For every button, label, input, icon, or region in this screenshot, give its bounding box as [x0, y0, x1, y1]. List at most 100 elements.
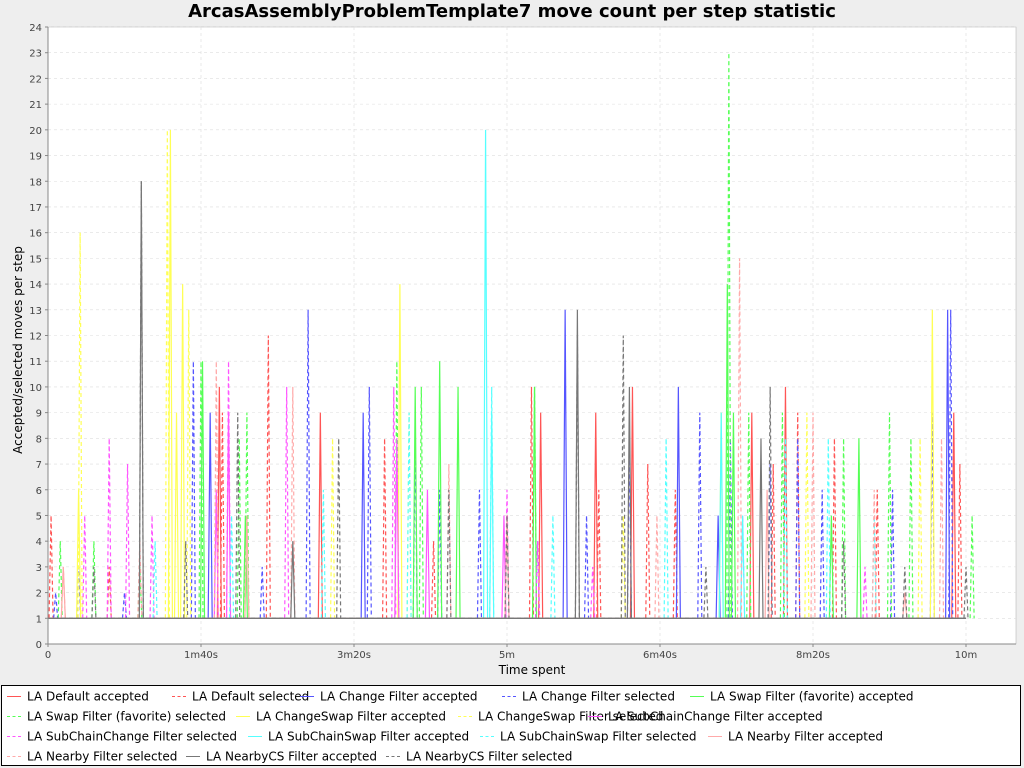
- spike-mark: [57, 541, 63, 619]
- legend-item: LA Default accepted: [7, 686, 149, 706]
- spike-mark: [476, 489, 483, 619]
- spike-mark: [902, 566, 908, 619]
- y-tick-label: 20: [29, 126, 42, 137]
- legend-item: LA NearbyCS Filter accepted: [186, 746, 377, 766]
- legend-item: LA Nearby Filter accepted: [708, 726, 883, 746]
- spike-mark: [795, 438, 801, 619]
- y-tick-label: 15: [29, 254, 42, 265]
- y-tick-label: 5: [36, 511, 42, 522]
- spike-mark: [831, 438, 838, 619]
- legend-label: LA Default accepted: [27, 689, 149, 704]
- legend-item: LA Swap Filter (favorite) selected: [7, 706, 226, 726]
- spike-mark: [229, 515, 235, 619]
- spike-mark: [124, 464, 131, 619]
- legend-item: LA SubChainSwap Filter accepted: [248, 726, 469, 746]
- legend-label: LA SubChainChange Filter selected: [27, 729, 238, 744]
- spike-mark: [969, 515, 975, 619]
- y-tick-label: 9: [36, 409, 42, 420]
- grid-lines: [47, 26, 1016, 645]
- spike-mark: [360, 412, 366, 619]
- spike-mark: [91, 566, 97, 619]
- spike-mark: [265, 335, 271, 619]
- legend-item: LA SubChainSwap Filter selected: [480, 726, 697, 746]
- y-tick-label: 1: [36, 614, 42, 625]
- spike-mark: [242, 515, 248, 619]
- spike-mark: [138, 181, 144, 619]
- legend-swatch: [708, 736, 722, 737]
- spike-mark: [190, 361, 196, 619]
- y-tick-label: 10: [29, 383, 42, 394]
- spike-mark: [152, 541, 158, 619]
- y-tick-label: 2: [36, 589, 42, 600]
- x-tick-label: 0: [45, 650, 51, 661]
- legend-label: LA NearbyCS Filter selected: [406, 749, 573, 764]
- spike-mark: [406, 412, 412, 619]
- legend-label: LA Nearby Filter selected: [27, 749, 178, 764]
- spike-mark: [740, 515, 746, 619]
- spike-mark: [718, 412, 724, 619]
- y-tick-label: 13: [29, 306, 42, 317]
- spike-mark: [531, 386, 538, 619]
- spike-mark: [782, 438, 789, 619]
- x-tick-label: 6m40s: [643, 650, 677, 661]
- spike-mark: [366, 386, 372, 619]
- spike-mark: [620, 335, 626, 619]
- legend-label: LA Swap Filter (favorite) selected: [27, 709, 226, 724]
- spike-mark: [645, 464, 651, 619]
- plot-area: 0123456789101112131415161718192021222324…: [11, 23, 1017, 677]
- y-tick-label: 11: [29, 357, 42, 368]
- spike-mark: [235, 412, 241, 619]
- spike-mark: [430, 541, 437, 619]
- y-tick-label: 24: [29, 23, 42, 34]
- y-tick-label: 0: [36, 640, 42, 651]
- legend-label: LA Nearby Filter accepted: [728, 729, 883, 744]
- legend-label: LA SubChainChange Filter accepted: [608, 709, 823, 724]
- spike-mark: [213, 361, 219, 619]
- legend-label: LA ChangeSwap Filter accepted: [256, 709, 446, 724]
- legend-label: LA Default selected: [192, 689, 310, 704]
- series-lines: [48, 52, 975, 619]
- spike-mark: [871, 489, 877, 619]
- spike-mark: [149, 515, 155, 619]
- spike-mark: [929, 412, 935, 619]
- y-tick-label: 12: [29, 332, 42, 343]
- y-tick-label: 4: [36, 537, 42, 548]
- legend-swatch: [186, 756, 200, 757]
- x-tick-label: 3m20s: [337, 650, 371, 661]
- legend-swatch: [588, 716, 602, 717]
- legend-item: LA Change Filter accepted: [300, 686, 478, 706]
- spike-mark: [654, 515, 660, 619]
- legend-label: LA NearbyCS Filter accepted: [206, 749, 377, 764]
- spike-mark: [48, 515, 54, 619]
- legend-label: LA Change Filter accepted: [320, 689, 478, 704]
- spike-mark: [825, 438, 831, 619]
- spike-mark: [183, 541, 189, 619]
- spike-mark: [886, 412, 893, 619]
- spike-mark: [626, 386, 633, 619]
- spike-mark: [889, 489, 896, 619]
- spike-mark: [397, 284, 403, 619]
- spike-mark: [596, 489, 602, 619]
- spike-mark: [320, 489, 326, 619]
- spike-mark: [317, 412, 323, 619]
- legend-item: LA Default selected: [172, 686, 309, 706]
- y-tick-label: 17: [29, 203, 42, 214]
- spike-mark: [862, 566, 868, 619]
- spike-mark: [810, 412, 816, 619]
- legend-label: LA Change Filter selected: [522, 689, 675, 704]
- spike-mark: [795, 412, 801, 619]
- spike-mark: [749, 412, 755, 619]
- chart-title: ArcasAssemblyProblemTemplate7 move count…: [188, 1, 836, 22]
- spike-mark: [412, 386, 418, 619]
- spike-mark: [382, 438, 388, 619]
- spike-mark: [284, 386, 290, 619]
- spike-mark: [437, 361, 443, 619]
- legend-label: LA ChangeSwap Filter selected: [478, 709, 664, 724]
- legend: LA Default accepted LA Default selected LA…: [1, 685, 1021, 766]
- spike-mark: [424, 489, 431, 619]
- spike-mark: [173, 412, 180, 619]
- x-tick-label: 1m40s: [184, 650, 218, 661]
- spike-mark: [305, 309, 311, 619]
- spike-mark: [259, 566, 265, 619]
- spike-mark: [736, 258, 743, 619]
